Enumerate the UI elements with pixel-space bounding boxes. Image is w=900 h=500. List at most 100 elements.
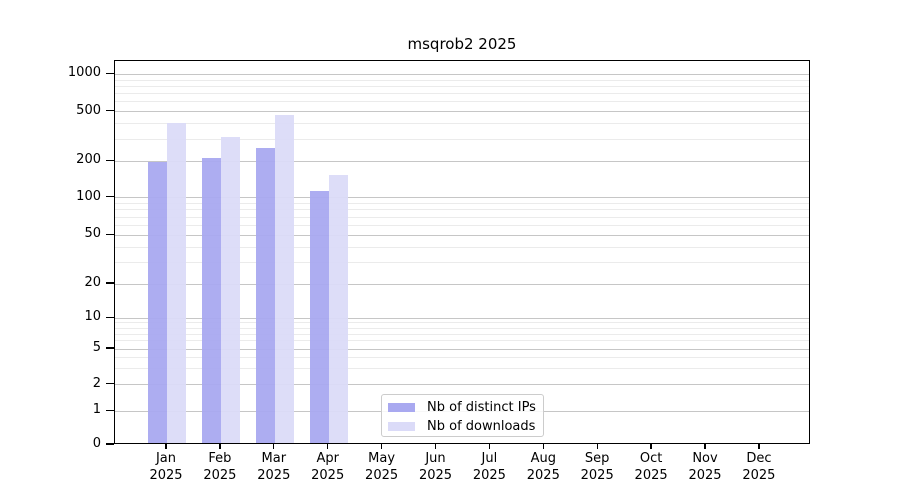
gridline-minor [115,93,809,95]
y-tick-mark [106,110,114,112]
x-tick-mark [542,444,544,449]
gridline-major [115,283,809,285]
gridline-major [115,234,809,236]
x-tick-label-jun: Jun 2025 [404,450,468,484]
x-tick-label-dec: Dec 2025 [727,450,791,484]
y-tick-label: 10 [84,309,101,325]
gridline-minor [115,327,809,329]
x-tick-label-apr: Apr 2025 [296,450,360,484]
x-tick-month: Oct [639,451,663,466]
x-tick-mark [165,444,167,449]
x-tick-label-sep: Sep 2025 [565,450,629,484]
x-tick-label-may: May 2025 [350,450,414,484]
x-tick-year: 2025 [311,468,345,483]
y-tick-mark [106,409,114,411]
legend-swatch [388,422,415,431]
y-tick-label: 500 [76,102,101,118]
x-tick-year: 2025 [580,468,614,483]
y-tick-mark [106,383,114,385]
y-tick-mark [106,159,114,161]
x-tick-month: Aug [530,451,556,466]
bar-nb-of-downloads-mar [274,115,294,443]
x-tick-month: Dec [746,451,772,466]
x-tick-mark [434,444,437,449]
x-tick-month: Sep [584,451,610,466]
x-tick-month: Apr [316,451,339,466]
x-tick-year: 2025 [634,468,668,483]
bar-nb-of-downloads-feb [220,137,240,443]
gridline-minor [115,123,809,125]
y-tick-mark [106,347,114,349]
gridline-minor [115,85,809,87]
x-tick-mark [273,444,275,449]
x-tick-mark [704,444,706,449]
x-tick-year: 2025 [742,468,776,483]
chart-title: msqrob2 2025 [407,35,517,53]
gridline-minor [115,246,809,248]
gridline-minor [115,322,809,324]
bar-nb-of-downloads-apr [328,175,348,443]
x-tick-mark [219,444,221,449]
gridline-minor [115,357,809,359]
x-tick-month: Jun [425,451,446,466]
y-tick-label: 20 [84,275,101,291]
x-tick-mark [380,444,383,449]
x-tick-year: 2025 [365,468,399,483]
gridline-minor [115,216,809,218]
x-tick-label-feb: Feb 2025 [188,450,252,484]
y-tick-mark [106,443,114,445]
x-tick-label-aug: Aug 2025 [511,450,575,484]
gridline-minor [115,262,809,264]
x-tick-year: 2025 [149,468,183,483]
bar-nb-of-distinct-ips-apr [309,190,329,443]
gridline-major [115,384,809,386]
x-tick-label-jul: Jul 2025 [457,450,521,484]
gridline-major [115,160,809,162]
y-tick-label: 50 [84,226,101,242]
gridline-minor [115,101,809,103]
bar-nb-of-distinct-ips-jan [148,161,167,443]
x-tick-mark [650,444,652,449]
legend-label: Nb of distinct IPs [427,400,536,415]
x-tick-year: 2025 [418,468,453,483]
x-tick-label-oct: Oct 2025 [619,450,683,484]
y-tick-label: 0 [92,436,101,451]
gridline-major [115,111,809,113]
legend-row: Nb of distinct IPs [388,398,537,417]
x-tick-label-nov: Nov 2025 [673,450,737,484]
x-tick-month: Mar [261,451,287,466]
x-tick-year: 2025 [688,468,722,483]
x-tick-year: 2025 [526,468,560,483]
gridline-major [115,348,809,350]
x-tick-year: 2025 [203,468,237,483]
gridline-major [115,73,809,75]
legend: Nb of distinct IPs Nb of downloads [381,394,544,437]
gridline-minor [115,79,809,81]
x-tick-month: Feb [208,451,232,466]
legend-label: Nb of downloads [427,419,536,434]
x-tick-mark [327,444,329,449]
y-tick-label: 5 [92,340,101,355]
gridline-minor [115,138,809,140]
x-tick-month: Jul [481,451,498,466]
gridline-major [115,317,809,319]
gridline-minor [115,333,809,335]
x-tick-year: 2025 [472,468,506,483]
x-tick-label-mar: Mar 2025 [242,450,306,484]
x-tick-month: Nov [692,451,718,466]
gridline-minor [115,202,809,204]
x-tick-mark [758,444,760,449]
x-tick-mark [596,444,598,449]
bar-nb-of-distinct-ips-mar [255,148,275,443]
gridline-minor [115,340,809,342]
y-tick-label: 1 [92,402,101,418]
gridline-minor [115,209,809,211]
x-tick-month: May [368,451,396,466]
bar-nb-of-distinct-ips-feb [201,157,221,443]
y-tick-mark [106,282,114,284]
legend-swatch [388,403,415,412]
x-tick-label-jan: Jan 2025 [134,450,198,484]
y-tick-mark [106,233,114,235]
x-tick-mark [488,444,491,449]
